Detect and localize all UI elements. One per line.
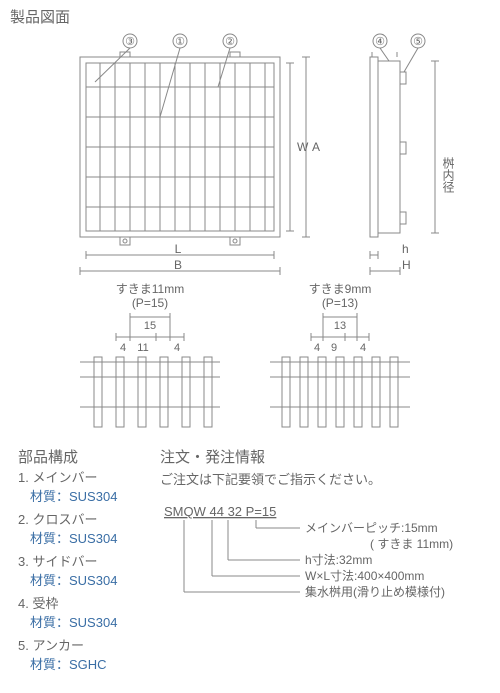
svg-text:4: 4 — [360, 342, 366, 354]
svg-text:h寸法:32mm: h寸法:32mm — [305, 553, 372, 567]
parts-list: 部品構成 1. メインバー 材質：SUS304 2. クロスバー 材質：SUS3… — [18, 446, 117, 677]
order-title: 注文・発注情報 — [160, 446, 490, 467]
dim-inner: 桝内径 — [441, 156, 455, 193]
svg-text:11: 11 — [137, 342, 148, 354]
pitch-detail-diagram: すきま11mm (P=15) 15 4 11 4 すきま9mm (P=13) 1… — [0, 277, 500, 447]
part-item: 3. サイドバー 材質：SUS304 — [18, 551, 117, 589]
svg-text:9: 9 — [331, 342, 337, 354]
order-code: SMQW 44 32 P=15 — [164, 504, 276, 519]
part-item: 1. メインバー 材質：SUS304 — [18, 467, 117, 505]
part-item: 5. アンカー 材質：SGHC — [18, 635, 117, 673]
svg-text:4: 4 — [120, 342, 126, 354]
callout-4: ④ — [375, 36, 385, 48]
svg-text:4: 4 — [314, 342, 320, 354]
order-code-diagram: SMQW 44 32 P=15 メインバーピッチ:15mm ( すきま 11mm… — [160, 488, 490, 648]
svg-text:4: 4 — [174, 342, 180, 354]
part-item: 2. クロスバー 材質：SUS304 — [18, 509, 117, 547]
svg-text:( すきま 11mm): ( すきま 11mm) — [370, 537, 453, 551]
pitch-label-1: (P=13) — [322, 296, 358, 310]
page-title: 製品図面 — [0, 0, 500, 27]
dim-A: A — [312, 140, 320, 154]
dim-W: W — [297, 140, 309, 154]
svg-text:W×L寸法:400×400mm: W×L寸法:400×400mm — [305, 569, 424, 583]
dim-h: h — [402, 242, 409, 256]
order-info: 注文・発注情報 ご注文は下記要領でご指示ください。 SMQW 44 32 P=1… — [160, 446, 490, 648]
parts-title: 部品構成 — [18, 446, 117, 467]
dim-L: L — [175, 242, 182, 256]
part-item: 4. 受枠 材質：SUS304 — [18, 593, 117, 631]
callout-1: ① — [175, 36, 185, 48]
gap-label-0: すきま11mm — [116, 282, 184, 296]
dim-B: B — [174, 258, 182, 272]
dim-H: H — [402, 258, 411, 272]
order-note: ご注文は下記要領でご指示ください。 — [160, 469, 490, 488]
pitch-label-0: (P=15) — [132, 296, 168, 310]
svg-text:15: 15 — [144, 320, 156, 332]
gap-label-1: すきま9mm — [309, 282, 372, 296]
svg-text:集水桝用(滑り止め模様付): 集水桝用(滑り止め模様付) — [305, 584, 445, 599]
plan-view-diagram: ③ ① ② W A L B ④ ⑤ — [0, 27, 500, 277]
svg-text:メインバーピッチ:15mm: メインバーピッチ:15mm — [305, 521, 438, 535]
callout-2: ② — [225, 36, 235, 48]
svg-text:13: 13 — [334, 320, 346, 332]
callout-3: ③ — [125, 36, 135, 48]
callout-5: ⑤ — [413, 36, 423, 48]
